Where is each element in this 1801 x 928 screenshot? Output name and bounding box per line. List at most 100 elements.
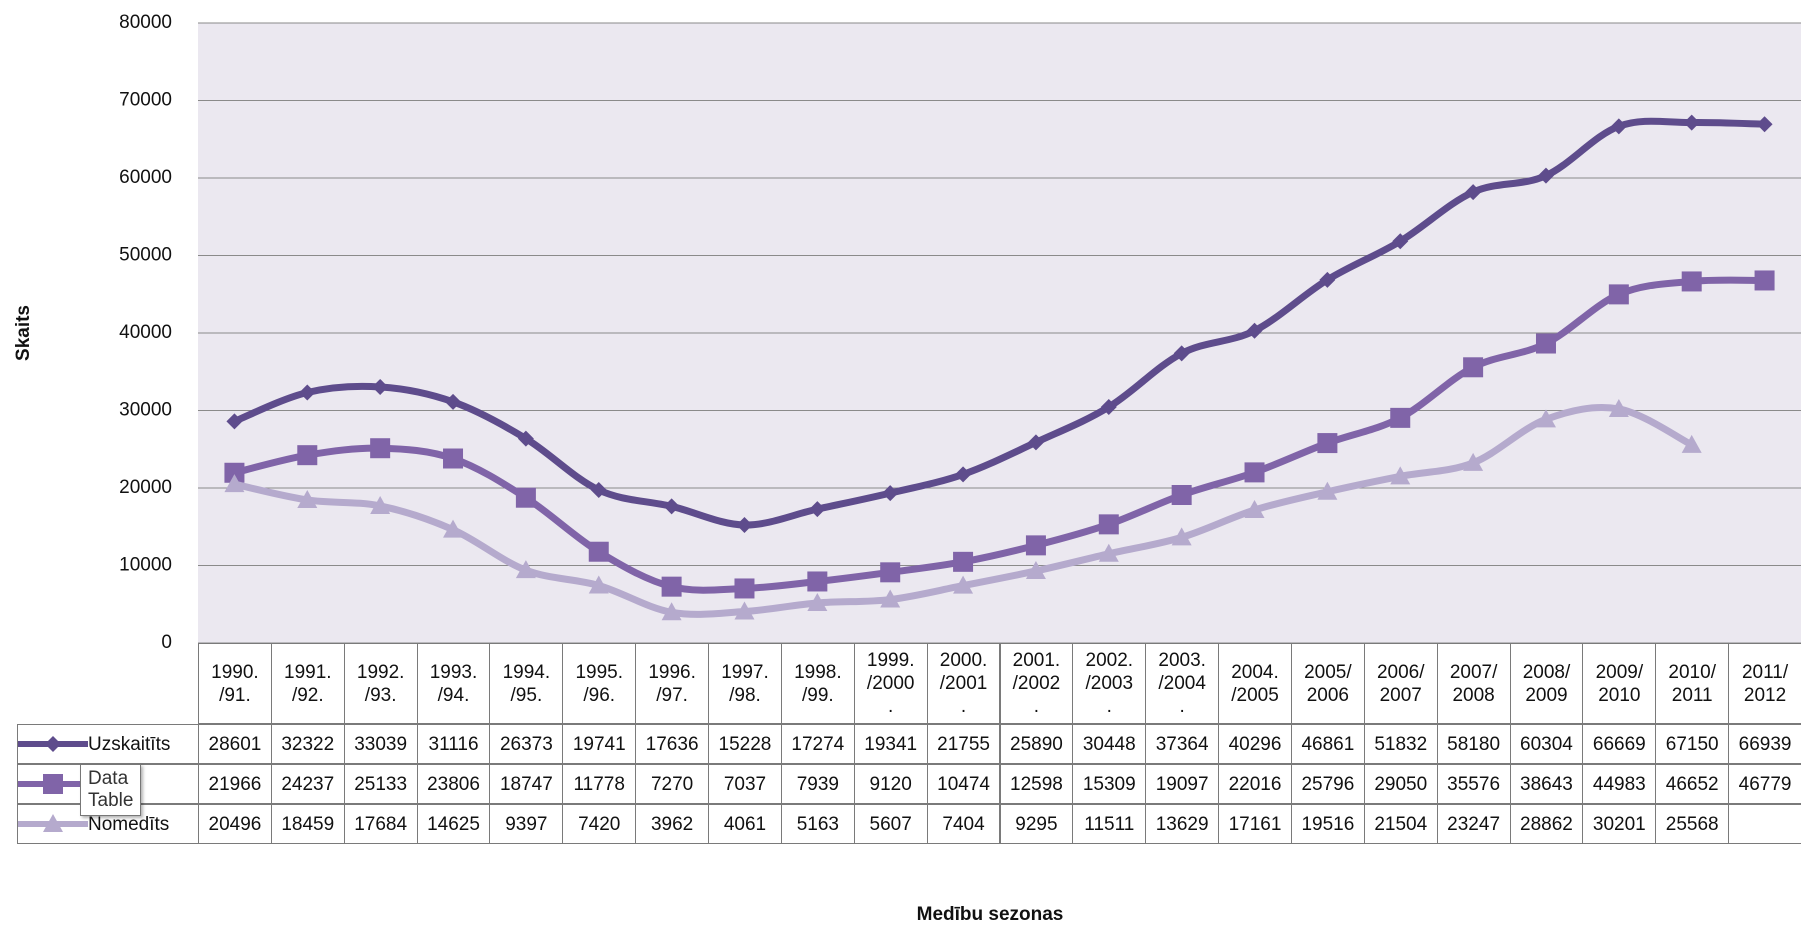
tooltip: Data Table <box>80 764 142 816</box>
y-axis-title: Skaits <box>13 305 34 361</box>
category-cell: 1991. /92. <box>270 643 345 724</box>
legend-key <box>18 774 88 794</box>
marker <box>1754 270 1775 291</box>
value-cell: 18459 <box>270 804 345 844</box>
marker <box>1392 233 1409 250</box>
marker <box>226 413 243 430</box>
category-cell: 1994. /95. <box>489 643 564 724</box>
value-cell: 12598 <box>999 764 1074 804</box>
value-cell: 51832 <box>1363 724 1438 764</box>
value-cell: 17684 <box>343 804 418 844</box>
value-cell: 25568 <box>1655 804 1730 844</box>
marker <box>1025 560 1046 579</box>
marker <box>1610 118 1627 135</box>
value-cell: 21966 <box>198 764 272 804</box>
marker <box>372 378 389 395</box>
category-cell: 2011/ 2012 <box>1728 643 1801 724</box>
category-cell: 1990. /91. <box>198 643 272 724</box>
value-cell: 18747 <box>489 764 564 804</box>
marker <box>1681 434 1702 453</box>
category-cell: 2003. /2004 . <box>1145 643 1220 724</box>
marker <box>1098 514 1119 535</box>
value-cell: 67150 <box>1655 724 1730 764</box>
value-cell: 23806 <box>416 764 491 804</box>
value-cell: 17636 <box>635 724 710 764</box>
legend-marker <box>43 774 63 794</box>
marker <box>1173 345 1190 362</box>
category-cell: 2004. /2005 <box>1218 643 1292 724</box>
value-cell: 32322 <box>270 724 345 764</box>
legend-key <box>18 814 88 832</box>
value-cell: 5607 <box>853 804 928 844</box>
category-cell: 2005/ 2006 <box>1290 643 1365 724</box>
marker <box>1244 500 1265 519</box>
value-cell: 21755 <box>926 724 1001 764</box>
marker <box>809 501 826 518</box>
value-cell: 30448 <box>1072 724 1147 764</box>
value-cell: 11778 <box>562 764 637 804</box>
value-cell: 7270 <box>635 764 710 804</box>
category-cell: 2008/ 2009 <box>1509 643 1584 724</box>
marker <box>661 602 682 621</box>
value-cell: 9295 <box>999 804 1074 844</box>
legend-marker <box>45 736 61 752</box>
value-cell: 31116 <box>416 724 491 764</box>
marker <box>1317 481 1338 500</box>
value-cell: 14625 <box>416 804 491 844</box>
marker <box>1390 407 1411 428</box>
series-line <box>233 117 1765 529</box>
legend-marker <box>43 814 63 832</box>
marker <box>588 541 609 562</box>
marker <box>297 489 318 508</box>
value-cell: 13629 <box>1145 804 1220 844</box>
category-cell: 2000. /2001 . <box>926 643 1001 724</box>
marker <box>1535 409 1556 428</box>
legend-cell: Uzskaitīts <box>17 724 199 764</box>
category-cell: 2009/ 2010 <box>1582 643 1657 724</box>
category-cell: 1999. /2000 . <box>853 643 928 724</box>
marker <box>1390 466 1411 485</box>
marker <box>1025 535 1046 556</box>
y-tick-label: 30000 <box>119 400 172 421</box>
category-cell: 1995. /96. <box>562 643 637 724</box>
marker <box>1319 271 1336 288</box>
marker <box>1681 271 1702 292</box>
category-cell: 1998. /99. <box>780 643 855 724</box>
category-cell: 1993. /94. <box>416 643 491 724</box>
value-cell: 19341 <box>853 724 928 764</box>
marker <box>953 575 974 594</box>
marker <box>515 560 536 579</box>
y-tick-label: 70000 <box>119 90 172 111</box>
marker <box>588 575 609 594</box>
marker <box>661 576 682 597</box>
value-cell: 46861 <box>1290 724 1365 764</box>
value-cell: 19516 <box>1290 804 1365 844</box>
y-tick-label: 0 <box>161 632 172 653</box>
legend-label: Nomedīts <box>88 813 170 835</box>
marker <box>297 445 318 466</box>
value-cell: 46779 <box>1728 764 1801 804</box>
value-cell: 3962 <box>635 804 710 844</box>
category-cell: 1996. /97. <box>635 643 710 724</box>
value-cell: 7037 <box>708 764 782 804</box>
value-cell: 28862 <box>1509 804 1584 844</box>
x-axis-title: Medību sezonas <box>917 904 1064 925</box>
category-cell: 2002. /2003 . <box>1072 643 1147 724</box>
marker <box>299 384 316 401</box>
value-cell: 60304 <box>1509 724 1584 764</box>
marker <box>880 589 901 608</box>
marker <box>882 485 899 502</box>
value-cell: 28601 <box>198 724 272 764</box>
marker <box>1756 116 1773 133</box>
value-cell: 5163 <box>780 804 855 844</box>
marker <box>1317 433 1338 454</box>
marker <box>517 430 534 447</box>
y-tick-label: 20000 <box>119 477 172 498</box>
marker <box>955 466 972 483</box>
marker <box>1608 284 1629 305</box>
marker <box>807 592 828 611</box>
value-cell: 25796 <box>1290 764 1365 804</box>
value-cell: 7404 <box>926 804 1001 844</box>
